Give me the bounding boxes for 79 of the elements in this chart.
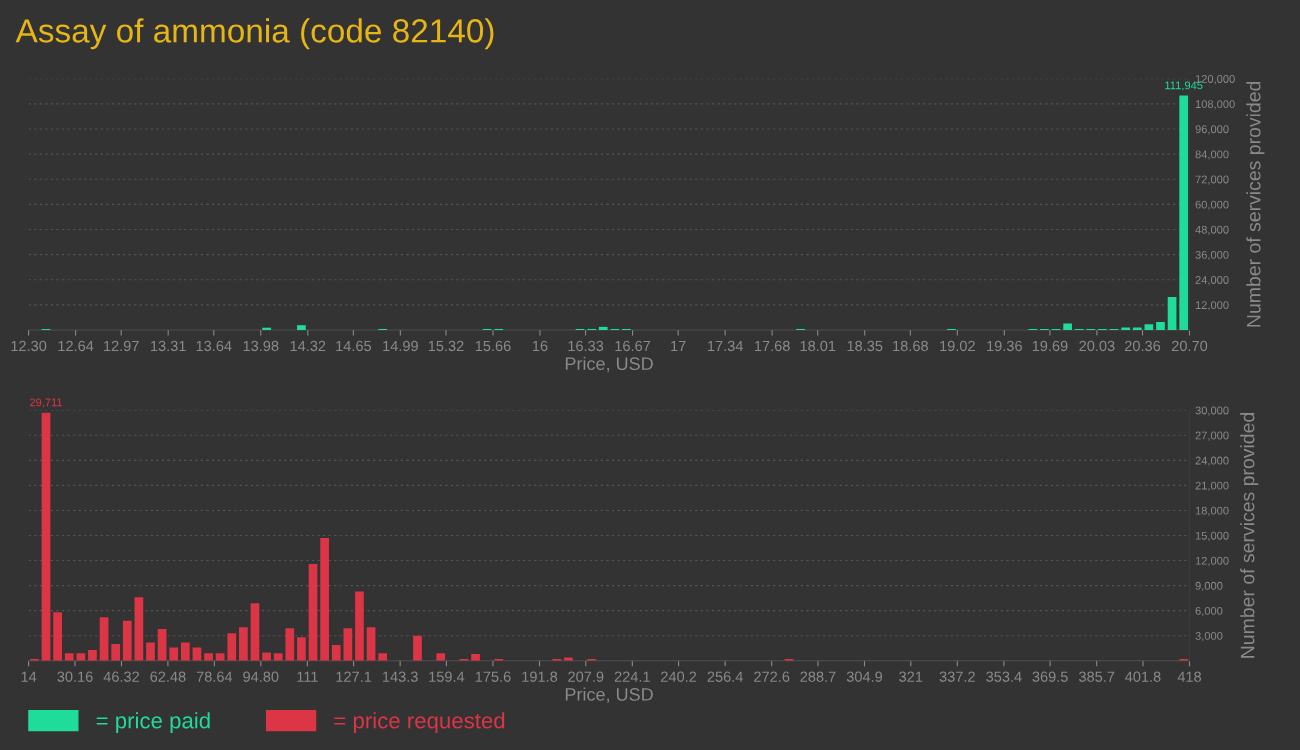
x-tick-label: 418 bbox=[1177, 671, 1202, 682]
x-tick-label: 62.48 bbox=[150, 671, 186, 682]
x-tick-label: 191.8 bbox=[522, 671, 558, 682]
y-tick-label: 72,000 bbox=[1195, 175, 1229, 185]
data-label: 29,711 bbox=[29, 398, 63, 408]
x-tick-label: 16 bbox=[532, 340, 548, 352]
y-tick-label: 60,000 bbox=[1195, 200, 1229, 210]
x-tick-label: 288.7 bbox=[800, 671, 836, 682]
x-tick-label: 46.32 bbox=[103, 671, 139, 682]
y-tick-label: 30,000 bbox=[1195, 406, 1229, 416]
x-tick-label: 16.33 bbox=[568, 340, 604, 352]
x-tick-label: 111 bbox=[297, 671, 318, 682]
y-tick-label: 18,000 bbox=[1195, 506, 1229, 516]
x-tick-label: 385.7 bbox=[1079, 671, 1115, 682]
x-tick-label: 159.4 bbox=[429, 671, 465, 682]
y-tick-label: 6,000 bbox=[1195, 606, 1223, 617]
x-tick-label: 15.32 bbox=[428, 340, 464, 352]
x-tick-label: 19.36 bbox=[987, 340, 1022, 352]
y-tick-label: 15,000 bbox=[1195, 531, 1229, 541]
y-tick-label: 27,000 bbox=[1195, 431, 1229, 441]
x-tick-label: 14.65 bbox=[336, 340, 372, 352]
x-tick-label: 18.01 bbox=[800, 340, 836, 352]
x-tick-label: 353.4 bbox=[986, 671, 1022, 682]
y-tick-label: 48,000 bbox=[1195, 225, 1229, 235]
x-tick-label: 14 bbox=[21, 671, 37, 682]
x-tick-label: 20.03 bbox=[1079, 340, 1115, 352]
y-tick-label: 24,000 bbox=[1195, 456, 1229, 466]
x-tick-label: 78.64 bbox=[196, 671, 233, 682]
x-tick-label: 17.34 bbox=[708, 340, 743, 352]
x-tick-label: 256.4 bbox=[707, 671, 743, 682]
y-tick-label: 24,000 bbox=[1195, 276, 1229, 286]
x-tick-label: 19.69 bbox=[1032, 340, 1068, 352]
x-tick-label: 175.6 bbox=[475, 671, 511, 682]
x-tick-label: 15.66 bbox=[475, 340, 511, 352]
x-tick-label: 20.70 bbox=[1171, 340, 1208, 352]
y-axis-title: Number of services provided bbox=[1240, 413, 1259, 658]
y-tick-label: 84,000 bbox=[1195, 150, 1229, 160]
x-tick-label: 14.32 bbox=[290, 340, 326, 352]
y-tick-label: 36,000 bbox=[1195, 250, 1229, 261]
y-axis-title: Number of services provided bbox=[1246, 81, 1265, 327]
y-tick-label: 12,000 bbox=[1195, 556, 1229, 566]
x-tick-label: 18.35 bbox=[847, 340, 883, 352]
x-tick-label: 94.80 bbox=[243, 671, 279, 682]
x-tick-label: 304.9 bbox=[846, 671, 883, 682]
x-tick-label: 16.67 bbox=[615, 340, 651, 352]
x-tick-label: 20.36 bbox=[1125, 340, 1161, 352]
y-tick-label: 3,000 bbox=[1195, 631, 1223, 642]
x-tick-label: 127.1 bbox=[336, 671, 372, 682]
x-tick-label: 224.1 bbox=[614, 671, 650, 682]
legend-label: = price paid bbox=[96, 712, 210, 733]
chart-title: Assay of ammonia (code 82140) bbox=[15, 18, 494, 50]
x-tick-label: 12.97 bbox=[104, 340, 139, 352]
x-tick-label: 18.68 bbox=[893, 340, 928, 352]
x-tick-label: 17 bbox=[671, 340, 686, 351]
y-tick-label: 108,000 bbox=[1195, 100, 1235, 110]
x-tick-label: 13.31 bbox=[151, 340, 186, 352]
x-tick-label: 13.64 bbox=[196, 340, 232, 352]
y-tick-label: 9,000 bbox=[1195, 581, 1223, 592]
x-tick-label: 12.64 bbox=[58, 340, 94, 352]
x-tick-label: 207.9 bbox=[568, 671, 604, 682]
x-tick-label: 321 bbox=[899, 671, 923, 682]
y-tick-label: 21,000 bbox=[1195, 481, 1229, 491]
x-tick-label: 17.68 bbox=[755, 340, 790, 352]
legend-label: = price requested bbox=[334, 712, 505, 733]
x-tick-label: 272.6 bbox=[754, 671, 790, 682]
x-tick-label: 19.02 bbox=[940, 340, 975, 352]
x-tick-label: 401.8 bbox=[1125, 671, 1161, 682]
x-tick-label: 369.5 bbox=[1032, 671, 1068, 682]
x-tick-label: 337.2 bbox=[939, 671, 975, 682]
y-tick-label: 96,000 bbox=[1195, 125, 1229, 135]
x-tick-label: 13.98 bbox=[243, 340, 279, 352]
x-axis-title: Price, USD bbox=[565, 356, 653, 373]
x-tick-label: 240.2 bbox=[661, 671, 697, 682]
x-tick-label: 14.99 bbox=[383, 340, 418, 352]
x-tick-label: 30.16 bbox=[57, 671, 93, 682]
x-axis-title: Price, USD bbox=[565, 687, 653, 703]
y-tick-label: 12,000 bbox=[1195, 301, 1229, 311]
x-tick-label: 12.30 bbox=[11, 340, 47, 352]
x-tick-label: 143.3 bbox=[383, 671, 418, 682]
